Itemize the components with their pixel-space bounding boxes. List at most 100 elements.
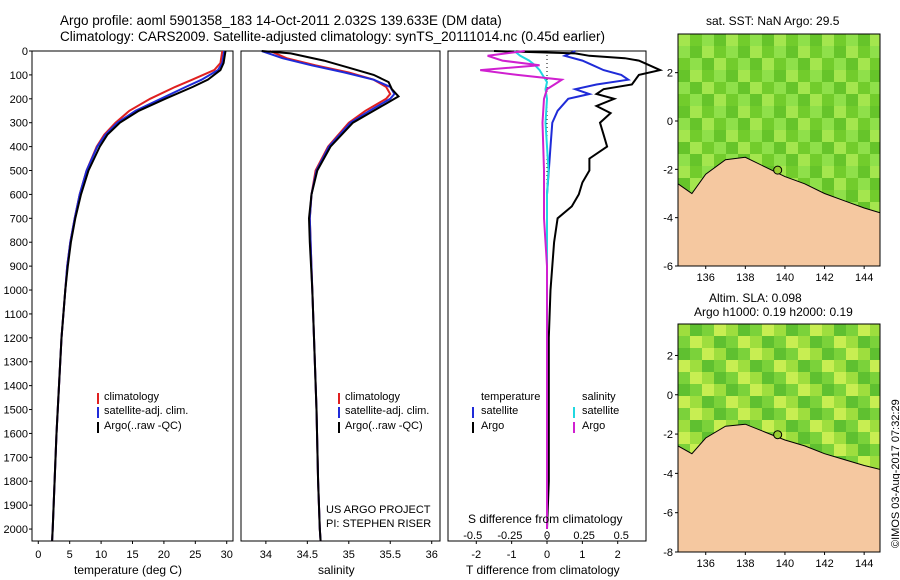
sst-map-cell xyxy=(726,130,738,142)
sst-map-cell xyxy=(702,130,714,142)
sst-map-cell xyxy=(846,70,858,82)
sst-map-cell xyxy=(870,202,880,214)
sla-map-cell xyxy=(858,444,870,456)
sla-map-cell xyxy=(738,396,750,408)
sst-map-cell xyxy=(774,82,786,94)
sst-map-cell xyxy=(858,82,870,94)
sla-map-cell xyxy=(822,408,834,420)
sst-map-cell xyxy=(726,106,738,118)
sst-map-cell xyxy=(822,106,834,118)
diff-legend-salinity-title: salinity xyxy=(582,391,616,403)
temperature-x-tick-label: 30 xyxy=(221,549,233,561)
sst-map-x-tick-label: 136 xyxy=(697,272,715,284)
sst-map-cell xyxy=(774,154,786,166)
sla-map-cell xyxy=(678,420,690,432)
sla-map-cell xyxy=(714,348,726,360)
diff-t-argo-line xyxy=(493,50,664,530)
salinity-xlabel: salinity xyxy=(318,563,355,577)
temp-climatology-line xyxy=(51,50,224,542)
sst-map-cell xyxy=(738,46,750,58)
sst-map-cell xyxy=(810,118,822,130)
sla-map-cell xyxy=(846,444,858,456)
sla-map-cell xyxy=(774,360,786,372)
sst-map-cell xyxy=(762,142,774,154)
sst-map-cell xyxy=(834,106,846,118)
sst-map-cell xyxy=(870,94,880,106)
sst-map-cell xyxy=(702,106,714,118)
sst-map-cell xyxy=(750,142,762,154)
diff-legend-t-satellite: satellite xyxy=(481,405,519,417)
sla-map-cell xyxy=(810,384,822,396)
sst-map-cell xyxy=(798,70,810,82)
sla-map-cell xyxy=(870,348,880,360)
sla-map-cell xyxy=(786,360,798,372)
sst-map-cell xyxy=(822,46,834,58)
sst-map-cell xyxy=(774,130,786,142)
depth-tick-label: 0 xyxy=(22,46,28,58)
sla-map-cell xyxy=(810,336,822,348)
sla-map-x-tick-label: 142 xyxy=(815,558,833,570)
sst-map-cell xyxy=(822,94,834,106)
sla-map-cell xyxy=(690,408,702,420)
sla-map-cell xyxy=(702,408,714,420)
sla-map-cell xyxy=(846,432,858,444)
sst-map-cell xyxy=(786,70,798,82)
sst-map-cell xyxy=(834,142,846,154)
sla-map-cell xyxy=(834,432,846,444)
temp-legend-argo: Argo(..raw -QC) xyxy=(104,420,182,432)
sst-map-cell xyxy=(870,154,880,166)
diff-t-x-tick-label: 1 xyxy=(579,549,585,561)
sla-map-cell xyxy=(870,456,880,468)
sst-map-cell xyxy=(702,142,714,154)
sla-map-cell xyxy=(858,360,870,372)
sla-map-cell xyxy=(678,324,690,336)
sst-map-cell xyxy=(846,34,858,46)
sst-map-cell xyxy=(858,106,870,118)
sst-map-cell xyxy=(678,130,690,142)
sla-map-cell xyxy=(678,396,690,408)
sla-map-cell xyxy=(774,396,786,408)
sst-map-cell xyxy=(798,94,810,106)
sst-map-cell xyxy=(858,58,870,70)
sst-map-cell xyxy=(678,34,690,46)
sla-map-cell xyxy=(846,360,858,372)
sst-map-cell xyxy=(738,142,750,154)
title-line-1: Argo profile: aoml 5901358_183 14-Oct-20… xyxy=(60,13,502,28)
sst-map-cell xyxy=(774,94,786,106)
sst-map-cell xyxy=(678,166,690,178)
sla-map-cell xyxy=(726,348,738,360)
sla-map-cell xyxy=(714,384,726,396)
sst-map-cell xyxy=(810,106,822,118)
sla-map-cell xyxy=(822,372,834,384)
sla-map-cell xyxy=(822,420,834,432)
sst-map-cell xyxy=(870,190,880,202)
sst-map-cell xyxy=(786,118,798,130)
sla-map-cell xyxy=(870,444,880,456)
sla-map-cell xyxy=(834,336,846,348)
sst-map-cell xyxy=(714,94,726,106)
sst-map-cell xyxy=(738,106,750,118)
sst-map-cell xyxy=(714,118,726,130)
sla-map-cell xyxy=(822,324,834,336)
sst-map-cell xyxy=(750,46,762,58)
sla-map-cell xyxy=(810,372,822,384)
sla-map-cell xyxy=(870,432,880,444)
sst-map-y-tick-label: -4 xyxy=(663,213,673,225)
sla-map-cell xyxy=(726,324,738,336)
project-annotation: US ARGO PROJECT xyxy=(326,504,431,516)
sla-map-cell xyxy=(870,384,880,396)
salinity-x-tick-label: 35 xyxy=(343,549,355,561)
depth-tick-label: 1600 xyxy=(4,428,28,440)
sla-map-cell xyxy=(678,372,690,384)
sla-map-cell xyxy=(702,420,714,432)
sla-map-cell xyxy=(810,324,822,336)
sla-map-cell xyxy=(846,384,858,396)
sla-map-cell xyxy=(714,336,726,348)
sla-map-cell xyxy=(738,324,750,336)
sla-map-cell xyxy=(858,384,870,396)
sst-map-cell xyxy=(750,106,762,118)
sst-map-cell xyxy=(786,58,798,70)
sal-legend-satellite: satellite-adj. clim. xyxy=(345,405,430,417)
depth-tick-label: 800 xyxy=(10,237,28,249)
sla-map-cell xyxy=(798,396,810,408)
